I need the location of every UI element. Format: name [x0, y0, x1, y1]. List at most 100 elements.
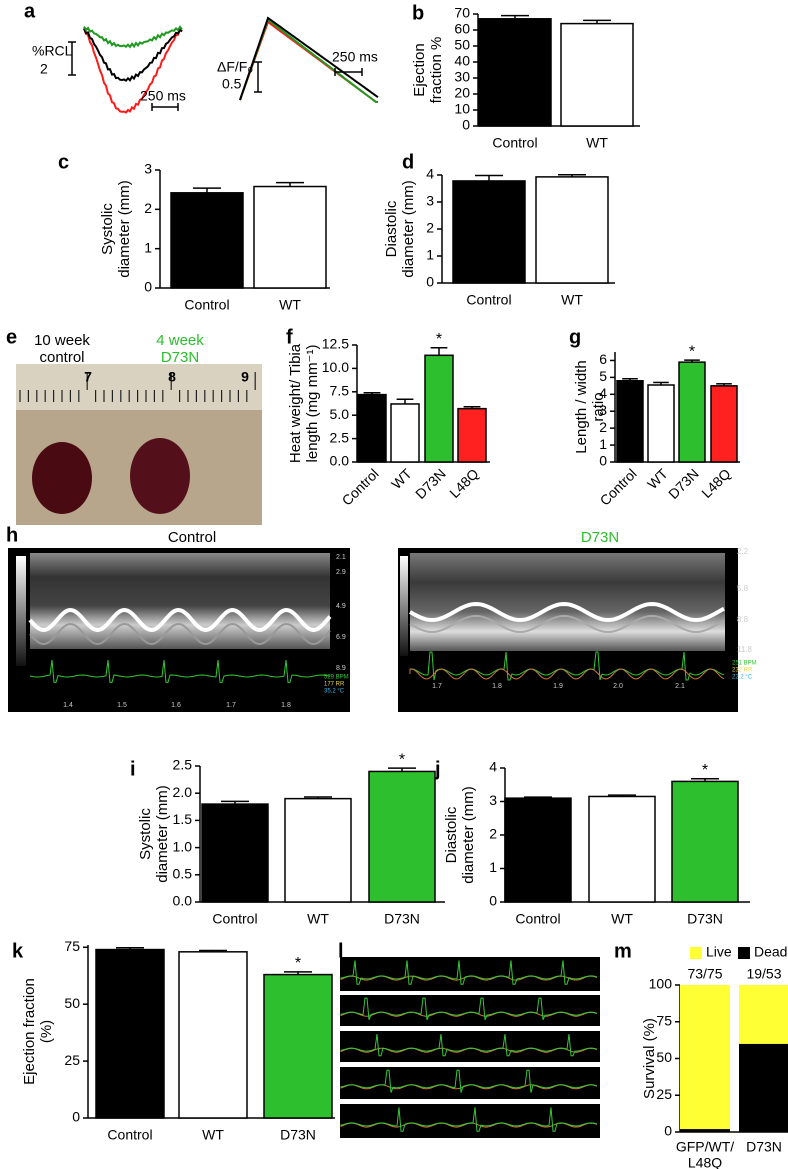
annotation: 1.5 [117, 702, 127, 709]
x-tick-label: Control [515, 911, 560, 927]
y-axis-label: Systolic [99, 203, 116, 255]
y-tick-label: 30 [454, 69, 470, 85]
error-bar [430, 347, 448, 356]
error-bar [716, 383, 732, 386]
error-bar [199, 949, 227, 952]
ecg-strip [340, 1067, 600, 1099]
error-bar [524, 796, 552, 799]
annotation: 8 [168, 369, 176, 385]
legend-label: Dead [754, 944, 787, 960]
y-tick-label: 10 [454, 101, 470, 117]
x-tick-label: Control [492, 135, 537, 151]
scale-bar [68, 41, 76, 76]
annotation: control [39, 349, 84, 366]
y-tick-label: 1.5 [173, 811, 193, 827]
panel-label: e [6, 326, 17, 348]
y-tick-label: 50 [656, 1049, 672, 1065]
error-bar [463, 406, 481, 409]
y-axis-label: Diastolic [383, 200, 400, 257]
bar [504, 797, 572, 903]
error-bar [116, 946, 144, 950]
error-bar [475, 174, 503, 181]
trace [239, 16, 379, 101]
y-tick-label: 100 [649, 976, 673, 992]
x-tick-label: L48Q [446, 465, 482, 501]
significance-label: * [436, 331, 442, 348]
y-axis-label: diameter (mm) [154, 785, 171, 883]
bar [178, 951, 248, 1119]
x-tick-label: Control [597, 465, 640, 508]
x-tick-label: D73N [746, 1139, 782, 1155]
panel-label: l [338, 940, 344, 962]
annotation: 4 week [156, 332, 204, 349]
y-tick-label: 0 [72, 1109, 80, 1125]
annotation: 10 week [34, 332, 90, 349]
y-tick-label: 0 [144, 279, 152, 295]
bar [710, 385, 738, 463]
y-tick-label: 1 [599, 436, 607, 452]
annotation: 2.1 [336, 554, 346, 561]
ecg-strip [340, 1031, 600, 1062]
panel-label: a [24, 0, 36, 22]
annotation: 2.9 [336, 569, 346, 576]
bar [588, 795, 656, 903]
x-tick-label: Control [107, 1127, 152, 1143]
bar [368, 770, 436, 903]
panel-label: g [569, 326, 581, 348]
bar-segment [680, 985, 730, 1130]
wall-echo [409, 601, 725, 623]
y-tick-label: 1 [144, 239, 152, 255]
error-bar [388, 767, 416, 772]
ecg-strip [340, 995, 600, 1026]
significance-label: * [399, 751, 405, 768]
y-axis-label: diameter (mm) [400, 180, 417, 278]
y-tick-label: 0 [599, 453, 607, 469]
annotation: 250 ms [140, 88, 186, 104]
scale-bar [151, 103, 179, 111]
y-tick-label: 0 [664, 1123, 672, 1139]
wall-echo [29, 622, 331, 646]
annotation: ΔF/F₀ [217, 59, 253, 75]
y-tick-label: 2.0 [173, 784, 193, 800]
error-bar [684, 359, 700, 363]
bar [201, 803, 269, 903]
y-tick-label: 2.5 [173, 757, 193, 773]
x-tick-label: WT [279, 297, 301, 313]
annotation: 9 [241, 369, 249, 385]
ecg-trace [340, 960, 598, 985]
y-axis-label: diameter (mm) [460, 786, 477, 884]
annotation: 8.9 [336, 665, 346, 672]
annotation: 7 [84, 369, 92, 385]
error-bar [653, 381, 669, 385]
bar [95, 948, 165, 1119]
error-bar [193, 187, 221, 193]
panel-label: f [286, 326, 293, 348]
y-tick-label: 0 [489, 893, 497, 909]
y-axis-label: Diastolic [443, 806, 460, 863]
y-axis-label: Survival (%) [641, 1018, 658, 1099]
annotation: 1.4 [63, 702, 73, 709]
count-label: 19/53 [746, 966, 781, 982]
y-axis-label: fraction % [428, 37, 445, 104]
heart [32, 442, 92, 514]
y-tick-label: 4 [599, 385, 607, 401]
bar [478, 18, 552, 127]
bar [452, 180, 526, 284]
error-bar [276, 181, 304, 187]
y-tick-label: 20 [454, 85, 470, 101]
trace [83, 28, 183, 114]
error-bar [622, 377, 638, 381]
annotation: 6.9 [336, 634, 346, 641]
y-tick-label: 0.5 [173, 866, 193, 882]
y-tick-label: 75 [656, 1012, 672, 1028]
panel-label: c [58, 151, 69, 173]
significance-label: * [702, 762, 708, 779]
y-tick-label: 5.0 [330, 406, 350, 422]
annotation: 5.8 [737, 584, 749, 593]
scale-bar [254, 61, 262, 93]
y-tick-label: 25 [656, 1086, 672, 1102]
trace [83, 27, 183, 82]
x-tick-label: Control [339, 465, 382, 508]
scale-bar [334, 68, 363, 76]
